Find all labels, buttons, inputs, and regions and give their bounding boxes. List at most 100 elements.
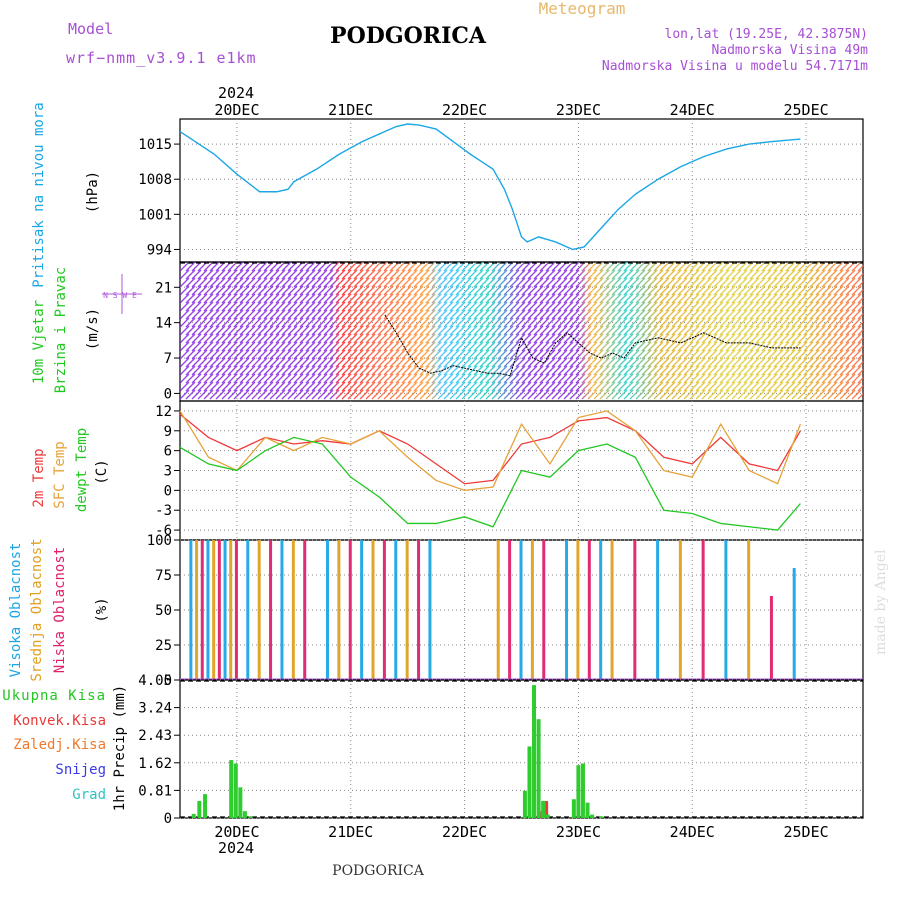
wind-barb-row	[180, 349, 863, 360]
pressure-ylabel: Pritisak na nivou mora	[31, 102, 47, 287]
ytick-label: 14	[155, 316, 172, 332]
cloud-bar	[212, 540, 216, 680]
precip-frame	[179, 679, 864, 819]
cloud-bar	[496, 540, 500, 680]
precip-bar-total	[536, 719, 541, 818]
cloud-bar	[587, 540, 591, 680]
cloud-bar	[371, 540, 375, 680]
ytick-label: 1.62	[138, 756, 172, 772]
cloud-bar	[576, 540, 580, 680]
bottom-xtick-label: 23DEC	[556, 823, 601, 841]
cloud-ylabel-1: Visoka Oblacnost	[8, 543, 24, 678]
cloud-unit: (%)	[94, 597, 110, 622]
temp-line-2	[179, 436, 801, 531]
bottom-xtick-label: 22DEC	[442, 823, 487, 841]
cloud-bar	[200, 540, 204, 680]
precip-bar-total	[585, 802, 590, 818]
wind-ylabel-2: Brzina i Pravac	[53, 267, 69, 393]
ytick-label: 0	[164, 483, 172, 499]
precip-bar-total	[522, 790, 527, 818]
pressure-line	[179, 123, 801, 251]
bottom-xtick-label: 24DEC	[670, 823, 715, 841]
precip-bar-total	[197, 800, 202, 818]
cloud-bar	[223, 540, 227, 680]
wind-barb-row	[180, 333, 863, 344]
ytick-label: 12	[155, 404, 172, 420]
panel-clouds: 0 25 50 75 100	[147, 533, 864, 689]
ytick-label: 994	[147, 242, 172, 258]
wind-ylabel-1: 10m Vjetar	[31, 300, 47, 384]
wind-barb-row	[180, 317, 863, 328]
wind-barb-row	[180, 277, 863, 288]
cloud-bar	[792, 568, 796, 680]
precip-bar-total	[541, 800, 546, 818]
cloud-bar	[325, 540, 329, 680]
cloud-bar	[206, 540, 210, 680]
ytick-label: 21	[155, 280, 172, 296]
cloud-bar	[246, 540, 250, 680]
temp-unit: (C)	[94, 459, 110, 484]
ytick-label: 0	[164, 386, 172, 402]
wind-barb-row	[180, 381, 863, 392]
cloud-bar	[542, 540, 546, 680]
precip-bar-total	[191, 813, 196, 818]
temp-ylabel-1: 2m Temp	[31, 448, 47, 507]
bottom-xtick-label: 20DEC	[214, 823, 259, 841]
watermark: made by Angel	[873, 549, 889, 655]
cloud-bar	[234, 540, 238, 680]
ytick-label: 3	[164, 464, 172, 480]
model-elevation: Nadmorska Visina u modelu 54.7171m	[602, 59, 868, 74]
precip-bar-total	[242, 811, 247, 818]
ytick-label: 1008	[138, 172, 172, 188]
wind-barb-row	[180, 285, 863, 296]
temp-ylabel-2: SFC Temp	[52, 441, 68, 508]
cloud-bar	[269, 540, 273, 680]
cloud-bar	[519, 540, 523, 680]
coords: lon,lat (19.25E, 42.3875N)	[665, 27, 869, 42]
precip-bar-total	[599, 816, 604, 818]
cloud-bar	[508, 540, 512, 680]
precip-bar-total	[590, 814, 595, 818]
panel-precip: 0 0.81 1.62 2.43 3.24 4.05	[138, 673, 864, 827]
ytick-label: 25	[155, 638, 172, 654]
cloud-bar	[382, 540, 386, 680]
precip-bar-total	[229, 760, 234, 818]
precip-bar-total	[203, 794, 208, 818]
cloud-bar	[610, 540, 614, 680]
cloud-bar	[565, 540, 569, 680]
cloud-bar	[348, 540, 352, 680]
wind-barb-row	[180, 293, 863, 304]
top-xtick-label: 20DEC	[214, 101, 259, 119]
ytick-label: 9	[164, 424, 172, 440]
wind-barb-row	[180, 357, 863, 368]
model-label: Model	[68, 20, 113, 38]
cloud-bar	[678, 540, 682, 680]
temp-line-1	[179, 410, 801, 492]
legend-total: Ukupna Kisa	[2, 688, 106, 704]
cloud-bar	[291, 540, 295, 680]
cloud-ylabel-3: Niska Oblacnost	[52, 547, 68, 673]
wind-barb-row	[180, 301, 863, 312]
ytick-label: 50	[155, 603, 172, 619]
precip-unit: 1hr Precip (mm)	[112, 685, 128, 811]
legend-conv: Konvek.Kisa	[13, 713, 106, 729]
ytick-label: 0	[164, 811, 172, 827]
temp-ylabel-3: dewpt Temp	[74, 428, 90, 512]
cloud-bar	[701, 540, 705, 680]
legend-grad: Grad	[72, 787, 106, 803]
wind-speed-line	[384, 314, 801, 377]
elevation: Nadmorska Visina 49m	[711, 43, 868, 58]
bottom-xtick-label: 21DEC	[328, 823, 373, 841]
subtitle: Meteogram	[539, 0, 626, 18]
precip-legend: Ukupna Kisa Konvek.Kisa Zaledj.Kisa Snij…	[2, 688, 106, 803]
wind-barb-row	[180, 373, 863, 384]
ytick-label: 1015	[138, 137, 172, 153]
pressure-unit: (hPa)	[85, 171, 101, 213]
wind-barb-row	[180, 325, 863, 336]
ytick-label: 75	[155, 568, 172, 584]
wind-barb-row	[180, 262, 863, 272]
cloud-bar	[195, 540, 199, 680]
precip-bar-total	[248, 816, 253, 818]
wind-barb-field	[180, 262, 863, 400]
